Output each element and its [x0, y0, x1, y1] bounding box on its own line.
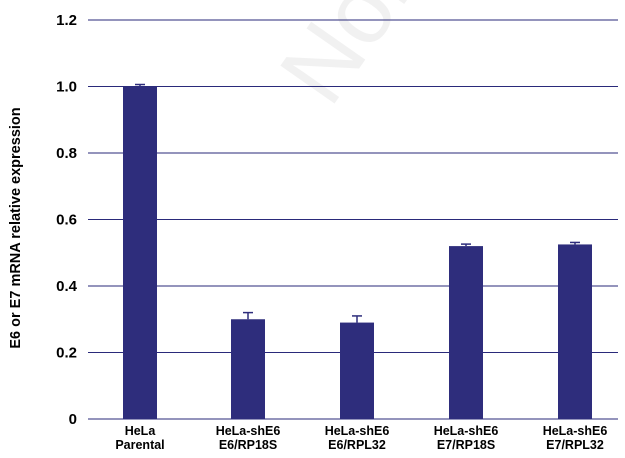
- y-tick-label: 0.2: [56, 345, 77, 362]
- watermark-text: Non: [260, 0, 449, 122]
- bar: [449, 246, 483, 419]
- x-category-label: HeLa-shE6: [216, 424, 281, 438]
- bar: [340, 322, 374, 419]
- x-category-label: E7/RPL32: [546, 438, 604, 452]
- y-tick-label: 0.8: [56, 145, 77, 162]
- x-category-labels: HeLaParentalHeLa-shE6E6/RP18SHeLa-shE6E6…: [115, 424, 607, 452]
- x-category-label: HeLa-shE6: [434, 424, 499, 438]
- y-tick-label: 1.0: [56, 79, 77, 96]
- x-category-label: HeLa: [125, 424, 157, 438]
- y-tick-label: 0: [69, 411, 77, 428]
- x-category-label: E7/RP18S: [437, 438, 495, 452]
- y-tick-label: 0.4: [56, 278, 78, 295]
- x-category-label: E6/RP18S: [219, 438, 277, 452]
- x-category-label: Parental: [115, 438, 164, 452]
- y-tick-labels: 0 0.2 0.4 0.6 0.8 1.0 1.2: [56, 12, 78, 428]
- gridlines: [88, 19, 618, 420]
- x-category-label: HeLa-shE6: [325, 424, 390, 438]
- bar: [558, 244, 592, 419]
- bar: [123, 86, 157, 419]
- y-tick-label: 0.6: [56, 212, 77, 229]
- bar: [231, 319, 265, 419]
- y-axis-title: E6 or E7 mRNA relative expression: [8, 107, 24, 348]
- y-tick-label: 1.2: [56, 12, 77, 29]
- x-category-label: HeLa-shE6: [543, 424, 608, 438]
- bars: [123, 83, 592, 419]
- x-category-label: E6/RPL32: [328, 438, 386, 452]
